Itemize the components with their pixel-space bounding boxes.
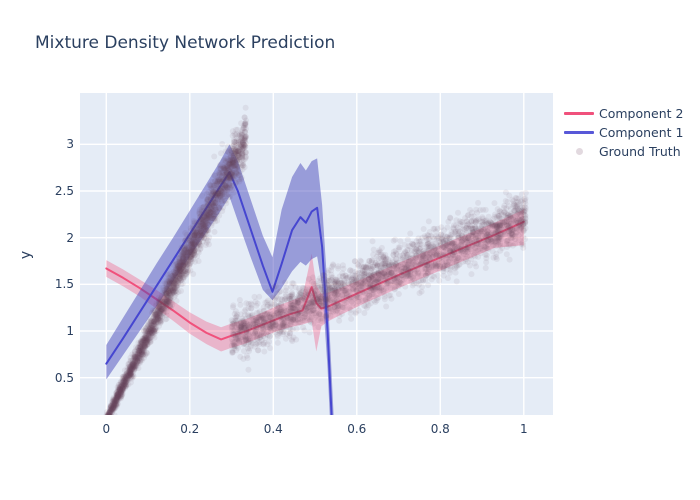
legend-item-component-1[interactable]: Component 1: [564, 123, 684, 142]
component-2-line-swatch: [564, 112, 594, 115]
x-tick-label: 0: [102, 422, 111, 436]
legend: Component 2 Component 1 Ground Truth: [564, 104, 684, 161]
y-tick-label: 2.5: [54, 184, 74, 198]
x-tick-label: 0.6: [347, 422, 367, 436]
x-tick-label: 0.4: [263, 422, 283, 436]
legend-label-component-1: Component 1: [599, 125, 684, 140]
y-axis-title: y: [18, 250, 35, 260]
component-1-line-swatch: [564, 131, 594, 134]
ground-truth-marker-swatch: [564, 148, 594, 155]
legend-label-ground-truth: Ground Truth: [599, 144, 681, 159]
y-tick-label: 1: [66, 324, 74, 338]
x-tick-label: 0.2: [180, 422, 200, 436]
x-tick-label: 1: [519, 422, 528, 436]
legend-item-ground-truth[interactable]: Ground Truth: [564, 142, 684, 161]
y-tick-label: 1.5: [54, 277, 74, 292]
y-tick-label: 3: [66, 137, 74, 152]
y-tick-label: 2: [66, 230, 74, 245]
x-tick-label: 0.8: [430, 422, 450, 436]
chart-title: Mixture Density Network Prediction: [35, 33, 336, 53]
y-tick-label: 0.5: [54, 370, 74, 385]
legend-label-component-2: Component 2: [599, 106, 684, 121]
legend-item-component-2[interactable]: Component 2: [564, 104, 684, 123]
plot-area[interactable]: [80, 93, 553, 415]
